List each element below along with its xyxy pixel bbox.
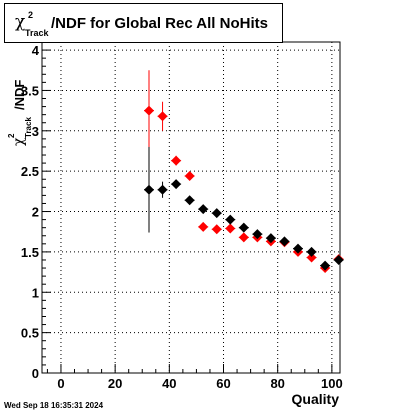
title-superscript: 2 (28, 10, 34, 20)
data-point (293, 243, 304, 254)
data-point (320, 260, 331, 271)
grid (42, 42, 340, 374)
data-point (144, 184, 155, 195)
data-point (333, 254, 344, 265)
axes: 0 20 40 60 80 100 0 0.5 1 1.5 2 2.5 3 3.5 4 (21, 43, 343, 391)
title-box: χ 2 Track /NDF for Global Rec All NoHits (4, 3, 283, 43)
y-tick-label: 4 (32, 43, 40, 58)
ylabel-subscript: Track (24, 117, 33, 138)
data-point (184, 195, 195, 206)
y-tick-label: 0.5 (21, 326, 39, 341)
y-tick-label: 2 (32, 205, 39, 220)
data-point (198, 204, 209, 215)
y-tick-label: 1 (32, 285, 39, 300)
x-tick-label: 0 (57, 376, 64, 391)
title-subscript: Track (25, 28, 49, 38)
ylabel-text: /NDF (12, 80, 27, 110)
title-chi-symbol: χ (15, 12, 26, 32)
data-point (252, 229, 263, 240)
data-point (225, 214, 236, 225)
data-point (306, 246, 317, 257)
data-point (157, 111, 168, 122)
x-tick-label: 40 (162, 376, 176, 391)
x-tick-label: 20 (108, 376, 122, 391)
ylabel-chi-symbol: χ (11, 137, 27, 146)
data-point (225, 223, 236, 234)
y-tick-label: 1.5 (21, 245, 39, 260)
data-marks (144, 70, 344, 274)
y-axis-label-svg: χ 2 Track /NDF (7, 80, 33, 146)
y-tick-label: 3.5 (21, 83, 39, 98)
y-tick-label: 2.5 (21, 164, 39, 179)
data-point (211, 224, 222, 235)
ylabel-superscript: 2 (7, 133, 16, 138)
data-point (157, 184, 168, 195)
y-tick-label: 0 (32, 366, 39, 381)
data-point (238, 232, 249, 243)
data-point (279, 236, 290, 247)
data-point (144, 105, 155, 116)
y-tick-label: 3 (32, 124, 39, 139)
title-text: /NDF for Global Rec All NoHits (51, 15, 268, 32)
timestamp: Wed Sep 18 16:35:31 2024 (4, 401, 104, 410)
data-point (238, 222, 249, 233)
data-point (184, 171, 195, 182)
data-point (211, 208, 222, 219)
data-point (198, 221, 209, 232)
plot-frame (41, 41, 341, 374)
x-axis-label: Quality (291, 391, 339, 407)
data-point (306, 252, 317, 263)
data-point (265, 233, 276, 244)
x-tick-label: 60 (216, 376, 230, 391)
y-axis-label: χ 2 Track /NDF (3, 42, 37, 152)
data-point (171, 179, 182, 190)
x-tick-label: 80 (270, 376, 284, 391)
data-point (171, 155, 182, 166)
x-tick-label: 100 (321, 376, 343, 391)
